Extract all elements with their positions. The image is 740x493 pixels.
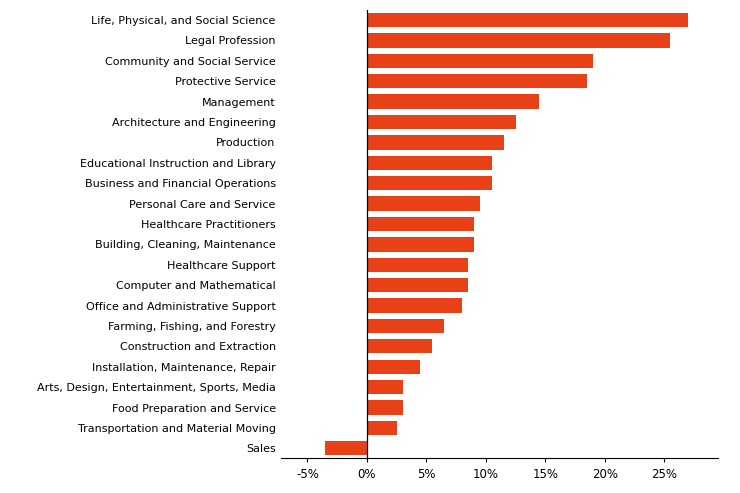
Bar (367, 421, 397, 435)
Bar (367, 359, 420, 374)
Bar (367, 217, 474, 231)
Bar (367, 115, 516, 129)
Bar (367, 13, 688, 27)
Bar (367, 34, 670, 48)
Bar (367, 339, 432, 353)
Bar (367, 278, 468, 292)
Bar (367, 237, 474, 251)
Bar (367, 156, 492, 170)
Bar (367, 298, 462, 313)
Bar (367, 196, 480, 211)
Bar (367, 135, 504, 149)
Bar (367, 380, 403, 394)
Bar (367, 74, 587, 88)
Bar (367, 258, 468, 272)
Bar (367, 400, 403, 415)
Bar (325, 441, 367, 456)
Bar (367, 319, 444, 333)
Bar (367, 54, 593, 68)
Bar (367, 95, 539, 109)
Bar (367, 176, 492, 190)
